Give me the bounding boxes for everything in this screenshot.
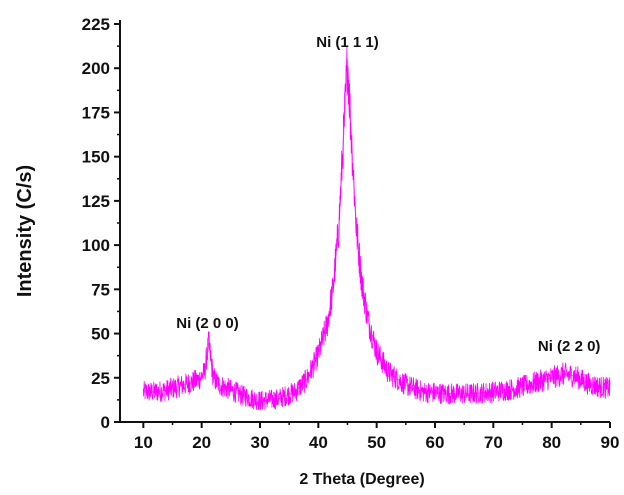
y-axis-title: Intensity (C/s) (14, 165, 36, 297)
x-tick-label: 20 (192, 433, 211, 452)
peak-label: Ni (2 0 0) (176, 315, 239, 332)
y-tick-label: 175 (82, 103, 110, 122)
x-tick-label: 70 (484, 433, 503, 452)
x-tick-label: 60 (426, 433, 445, 452)
y-tick-label: 150 (82, 148, 110, 167)
x-tick-label: 90 (601, 433, 620, 452)
y-tick-label: 100 (82, 236, 110, 255)
plot-area (142, 46, 611, 411)
x-tick-label: 50 (367, 433, 386, 452)
xrd-series-trace (142, 46, 611, 411)
x-tick-label: 10 (134, 433, 153, 452)
tick-labels: 0 25 50 75 100 125 150 175 200 225 10 20 30 40 50 60 70 8… (82, 15, 620, 452)
peak-label: Ni (2 2 0) (538, 338, 601, 355)
y-tick-label: 225 (82, 15, 110, 34)
y-tick-label: 125 (82, 192, 110, 211)
y-tick-label: 0 (101, 413, 110, 432)
peak-annotations: Ni (2 0 0) Ni (1 1 1) Ni (2 2 0) (176, 34, 600, 355)
peak-label: Ni (1 1 1) (316, 34, 379, 51)
xrd-series-profile (143, 59, 611, 402)
x-tick-label: 40 (309, 433, 328, 452)
y-tick-label: 25 (91, 369, 110, 388)
y-tick-label: 200 (82, 59, 110, 78)
y-tick-label: 50 (91, 325, 110, 344)
axes (114, 20, 611, 428)
x-tick-label: 30 (251, 433, 270, 452)
x-tick-label: 80 (542, 433, 561, 452)
y-tick-label: 75 (91, 280, 110, 299)
x-axis-title: 2 Theta (Degree) (299, 471, 424, 488)
